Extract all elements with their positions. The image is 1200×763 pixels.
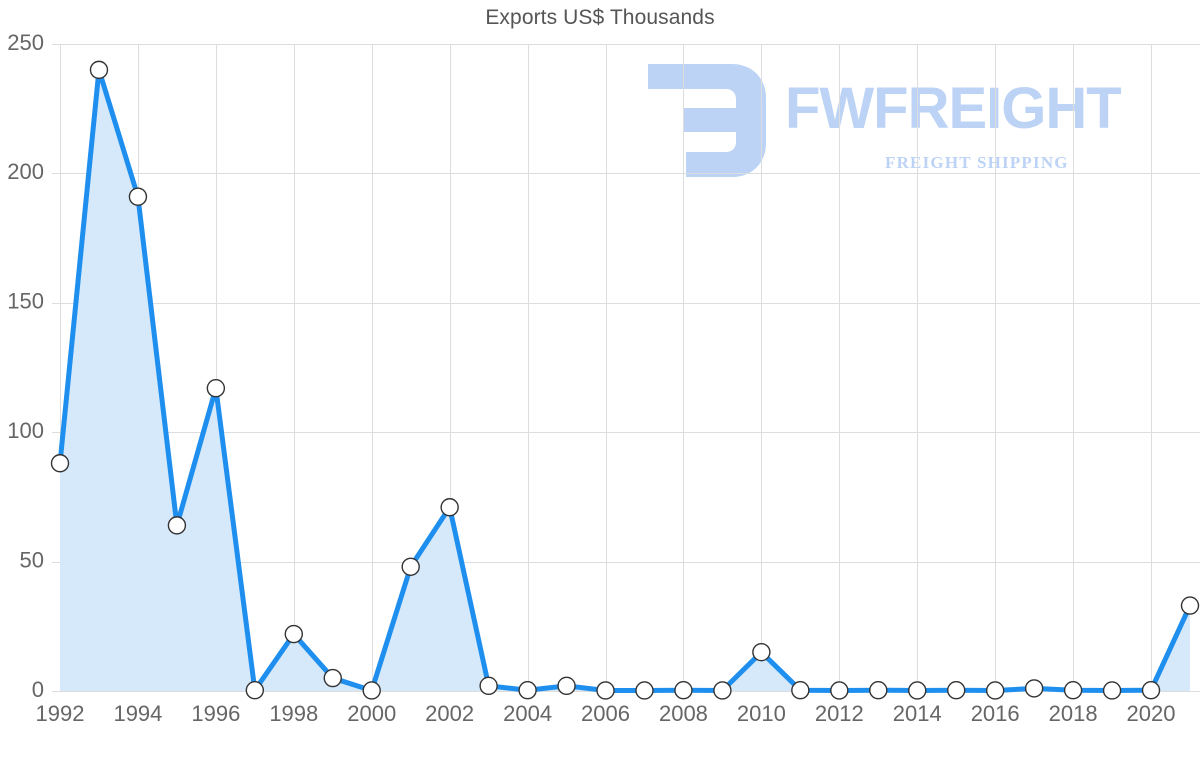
svg-text:1992: 1992 [36,701,85,726]
svg-text:200: 200 [7,159,44,184]
svg-text:2002: 2002 [425,701,474,726]
svg-text:2018: 2018 [1049,701,1098,726]
y-axis-tick-labels: 0 50 100 150 200 250 [7,30,44,702]
chart-title: Exports US$ Thousands [485,6,715,29]
svg-text:250: 250 [7,30,44,55]
svg-text:50: 50 [20,547,44,572]
gridlines [52,44,1200,692]
svg-text:2010: 2010 [737,701,786,726]
area-fill [60,69,1190,691]
svg-text:2008: 2008 [659,701,708,726]
svg-text:150: 150 [7,289,44,314]
svg-text:2006: 2006 [581,701,630,726]
x-axis-tick-labels: 1992 1994 1996 1998 2000 2002 2004 2006 2008 2010… [36,701,1176,726]
svg-text:1996: 1996 [191,701,240,726]
svg-text:2020: 2020 [1127,701,1176,726]
svg-text:2000: 2000 [347,701,396,726]
svg-text:2012: 2012 [815,701,864,726]
svg-text:2004: 2004 [503,701,552,726]
data-markers [50,60,1200,700]
svg-text:2016: 2016 [971,701,1020,726]
svg-text:1998: 1998 [269,701,318,726]
svg-text:0: 0 [32,677,44,702]
svg-text:2014: 2014 [893,701,942,726]
svg-text:1994: 1994 [113,701,162,726]
svg-text:100: 100 [7,418,44,443]
